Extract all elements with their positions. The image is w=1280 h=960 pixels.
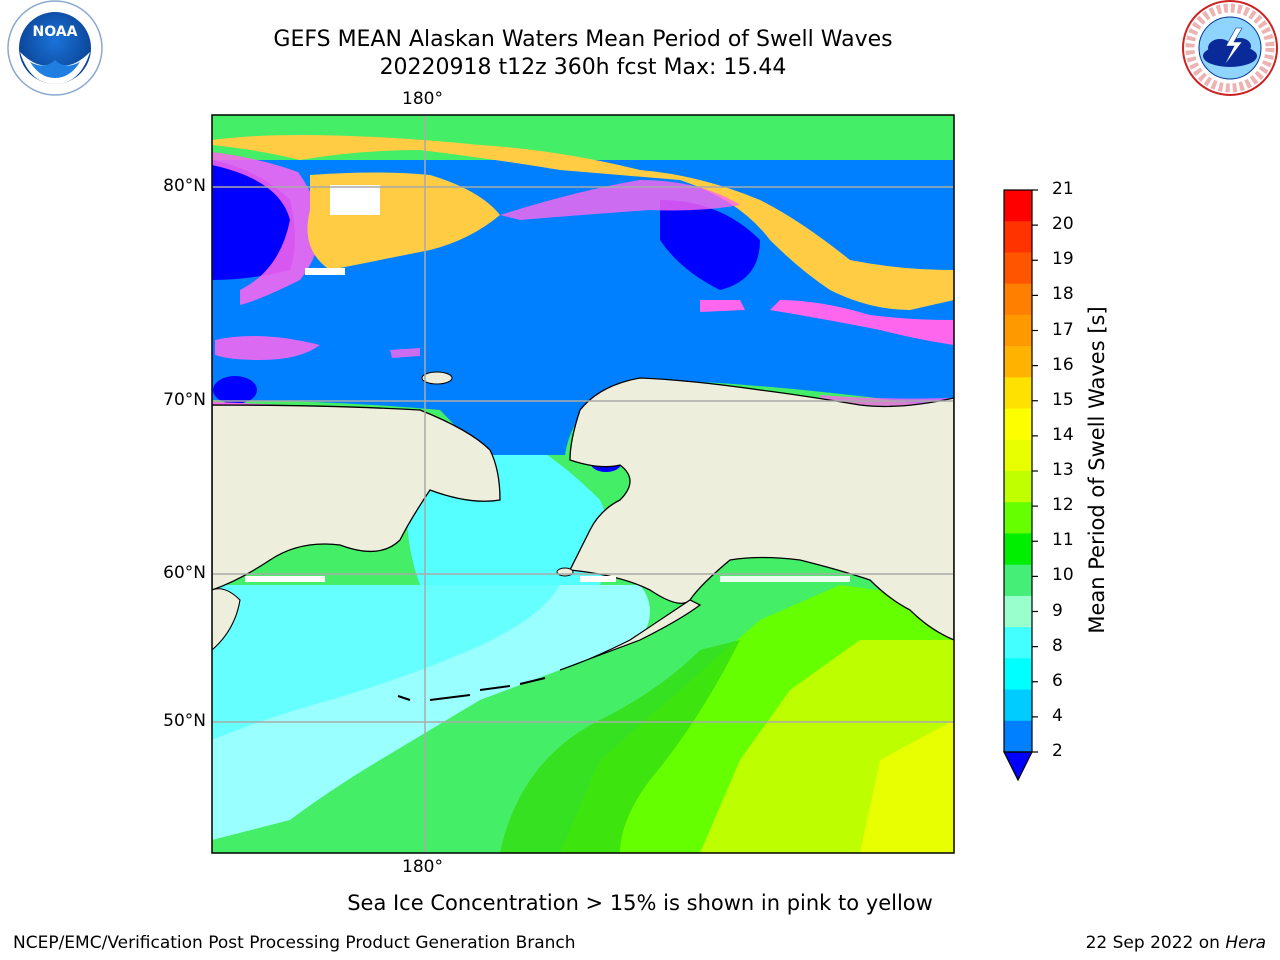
lon-label-bottom: 180° [402,857,443,877]
colorbar-tick-label: 20 [1052,214,1074,235]
colorbar-tick-label: 16 [1052,354,1074,375]
colorbar-tick-label: 14 [1052,424,1074,445]
colorbar-swatch [1004,439,1032,472]
nws-logo [1182,0,1278,96]
footer-date-text: 22 Sep 2022 on [1085,933,1226,953]
colorbar-tick-label: 10 [1052,565,1074,586]
colorbar-swatch [1004,658,1032,691]
colorbar-tick-label: 9 [1052,600,1063,621]
noaa-logo: NOAA [7,0,103,96]
colorbar-swatch [1004,221,1032,253]
colorbar-swatch [1004,190,1032,222]
colorbar-swatch [1004,533,1032,566]
footer-credit: NCEP/EMC/Verification Post Processing Pr… [13,933,576,953]
colorbar-swatch [1004,471,1032,503]
colorbar-swatch [1004,314,1032,347]
colorbar-swatch [1004,689,1032,722]
colorbar-swatch [1004,720,1032,753]
footer-machine: Hera [1225,933,1266,953]
colorbar-tick-label: 17 [1052,319,1074,340]
colorbar-tick-label: 8 [1052,635,1063,656]
colorbar-tick-label: 13 [1052,460,1074,480]
colorbar-tick-label: 12 [1052,495,1074,516]
colorbar-tick-label: 4 [1052,705,1063,726]
colorbar [1003,189,1038,782]
colorbar-swatch [1004,627,1032,659]
colorbar-tick-label: 15 [1052,389,1074,410]
colorbar-swatch [1004,283,1032,316]
colorbar-label: Mean Period of Swell Waves [s] [1085,306,1109,634]
colorbar-swatch [1004,346,1032,378]
footer-date: 22 Sep 2022 on Hera [1086,933,1266,953]
colorbar-tick-label: 11 [1052,530,1074,551]
colorbar-tick-label: 6 [1052,670,1063,691]
lat-label-50n: 50°N [163,711,206,731]
map-frame [211,114,955,854]
colorbar-swatch [1004,595,1032,628]
colorbar-swatch [1004,502,1032,534]
colorbar-tick-label: 21 [1052,179,1074,199]
colorbar-swatch [1004,377,1032,410]
colorbar-tick-label: 18 [1052,284,1074,305]
chart-subtitle: 20220918 t12z 360h fcst Max: 15.44 [379,55,787,80]
chart-title: GEFS MEAN Alaskan Waters Mean Period of … [273,27,893,52]
lat-label-70n: 70°N [163,390,206,410]
map-field [212,115,954,853]
sea-ice-caption: Sea Ice Concentration > 15% is shown in … [347,891,933,915]
map-graticule [212,115,954,853]
colorbar-tick-label: 2 [1052,741,1063,761]
colorbar-tick-label: 19 [1052,249,1074,270]
lat-label-60n: 60°N [163,563,206,583]
lon-label-top: 180° [402,89,443,109]
colorbar-swatch [1004,564,1032,597]
colorbar-swatch [1004,408,1032,441]
colorbar-extend-arrow [1003,751,1033,782]
colorbar-swatch [1004,252,1032,285]
lat-label-80n: 80°N [163,176,206,196]
noaa-logo-text: NOAA [33,24,78,40]
